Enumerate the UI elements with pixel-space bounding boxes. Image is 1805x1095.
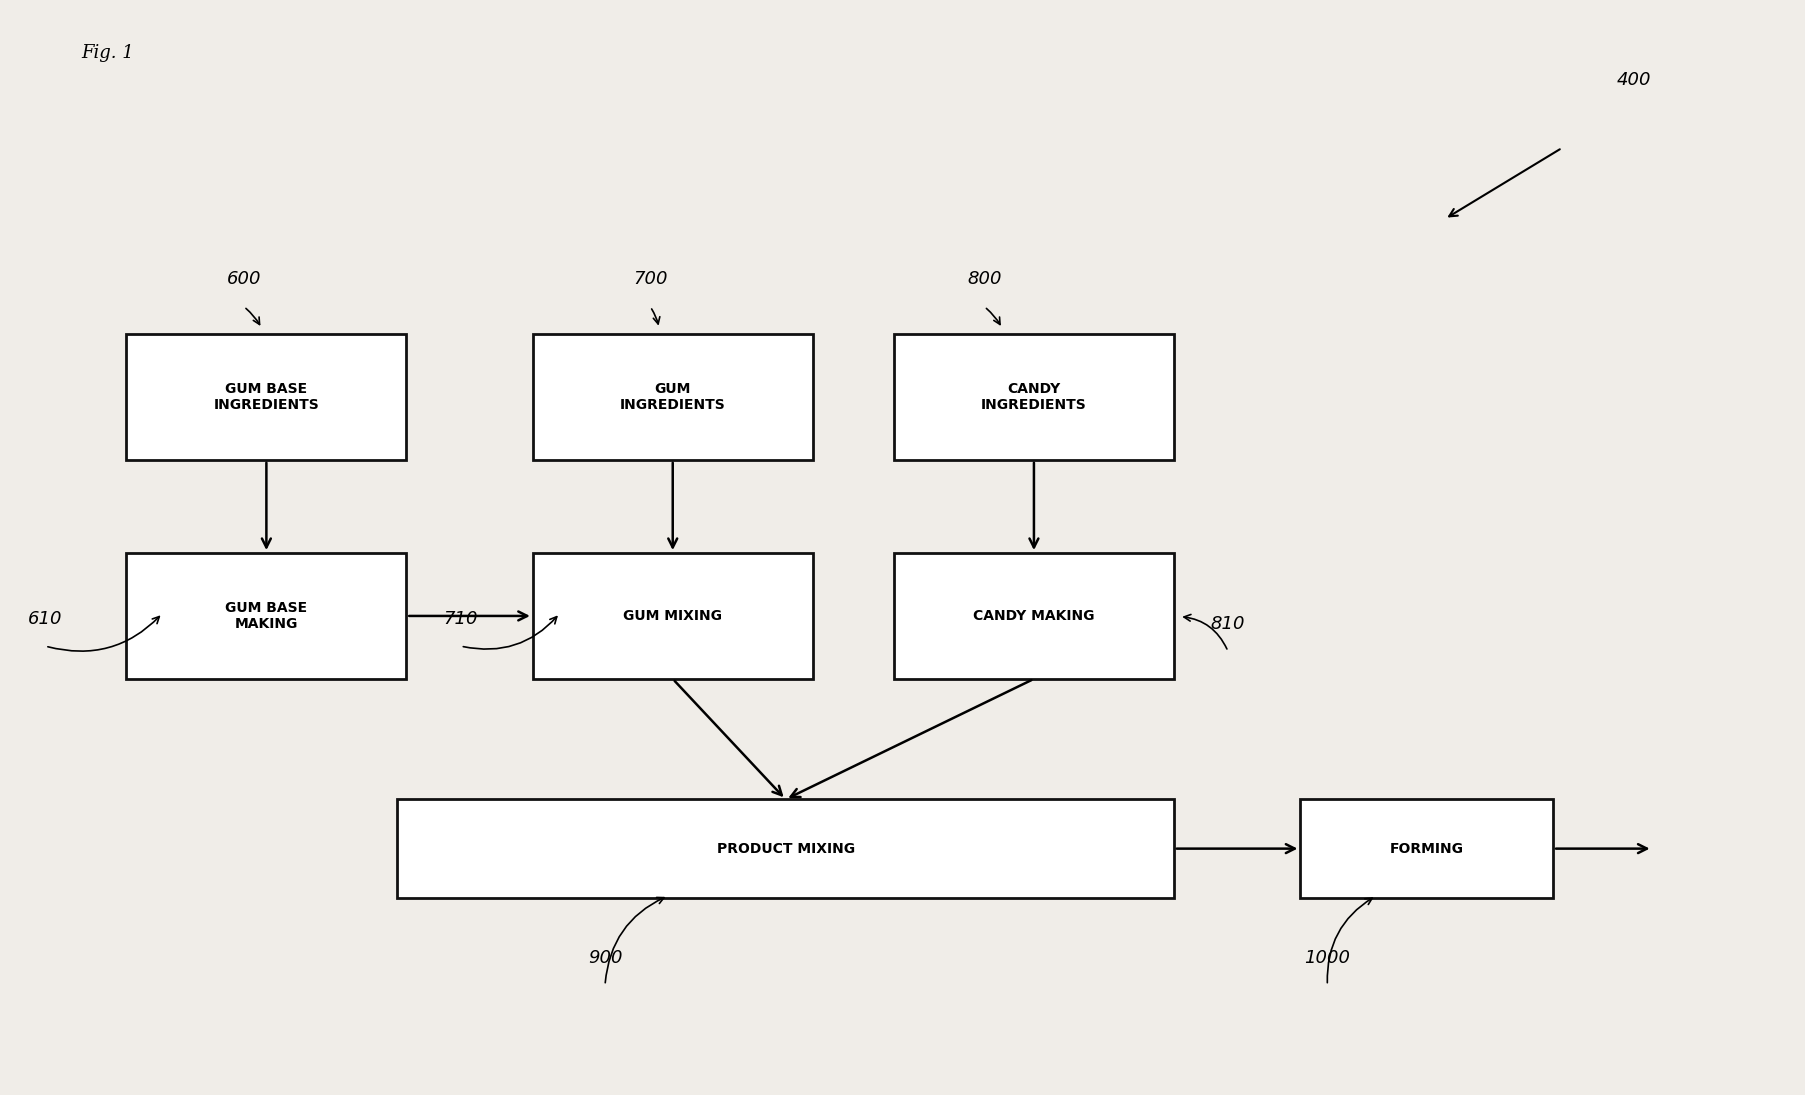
- Text: 600: 600: [226, 270, 262, 288]
- FancyBboxPatch shape: [532, 553, 812, 679]
- Text: 400: 400: [1615, 71, 1650, 89]
- Text: 700: 700: [632, 270, 668, 288]
- FancyBboxPatch shape: [532, 334, 812, 460]
- Text: CANDY MAKING: CANDY MAKING: [973, 609, 1094, 623]
- Text: 800: 800: [966, 270, 1002, 288]
- Text: Fig. 1: Fig. 1: [81, 44, 134, 61]
- Text: FORMING: FORMING: [1390, 842, 1462, 855]
- FancyBboxPatch shape: [1300, 799, 1552, 898]
- FancyBboxPatch shape: [126, 334, 406, 460]
- Text: 1000: 1000: [1303, 949, 1350, 967]
- FancyBboxPatch shape: [126, 553, 406, 679]
- Text: PRODUCT MIXING: PRODUCT MIXING: [717, 842, 854, 855]
- FancyBboxPatch shape: [893, 334, 1173, 460]
- FancyBboxPatch shape: [397, 799, 1173, 898]
- Text: GUM BASE
INGREDIENTS: GUM BASE INGREDIENTS: [213, 382, 319, 412]
- Text: 710: 710: [442, 610, 478, 627]
- Text: GUM MIXING: GUM MIXING: [623, 609, 722, 623]
- Text: GUM BASE
MAKING: GUM BASE MAKING: [226, 601, 307, 631]
- FancyBboxPatch shape: [893, 553, 1173, 679]
- Text: 810: 810: [1209, 615, 1245, 633]
- Text: 900: 900: [587, 949, 623, 967]
- Text: GUM
INGREDIENTS: GUM INGREDIENTS: [619, 382, 726, 412]
- Text: CANDY
INGREDIENTS: CANDY INGREDIENTS: [980, 382, 1087, 412]
- Text: 610: 610: [27, 610, 63, 627]
